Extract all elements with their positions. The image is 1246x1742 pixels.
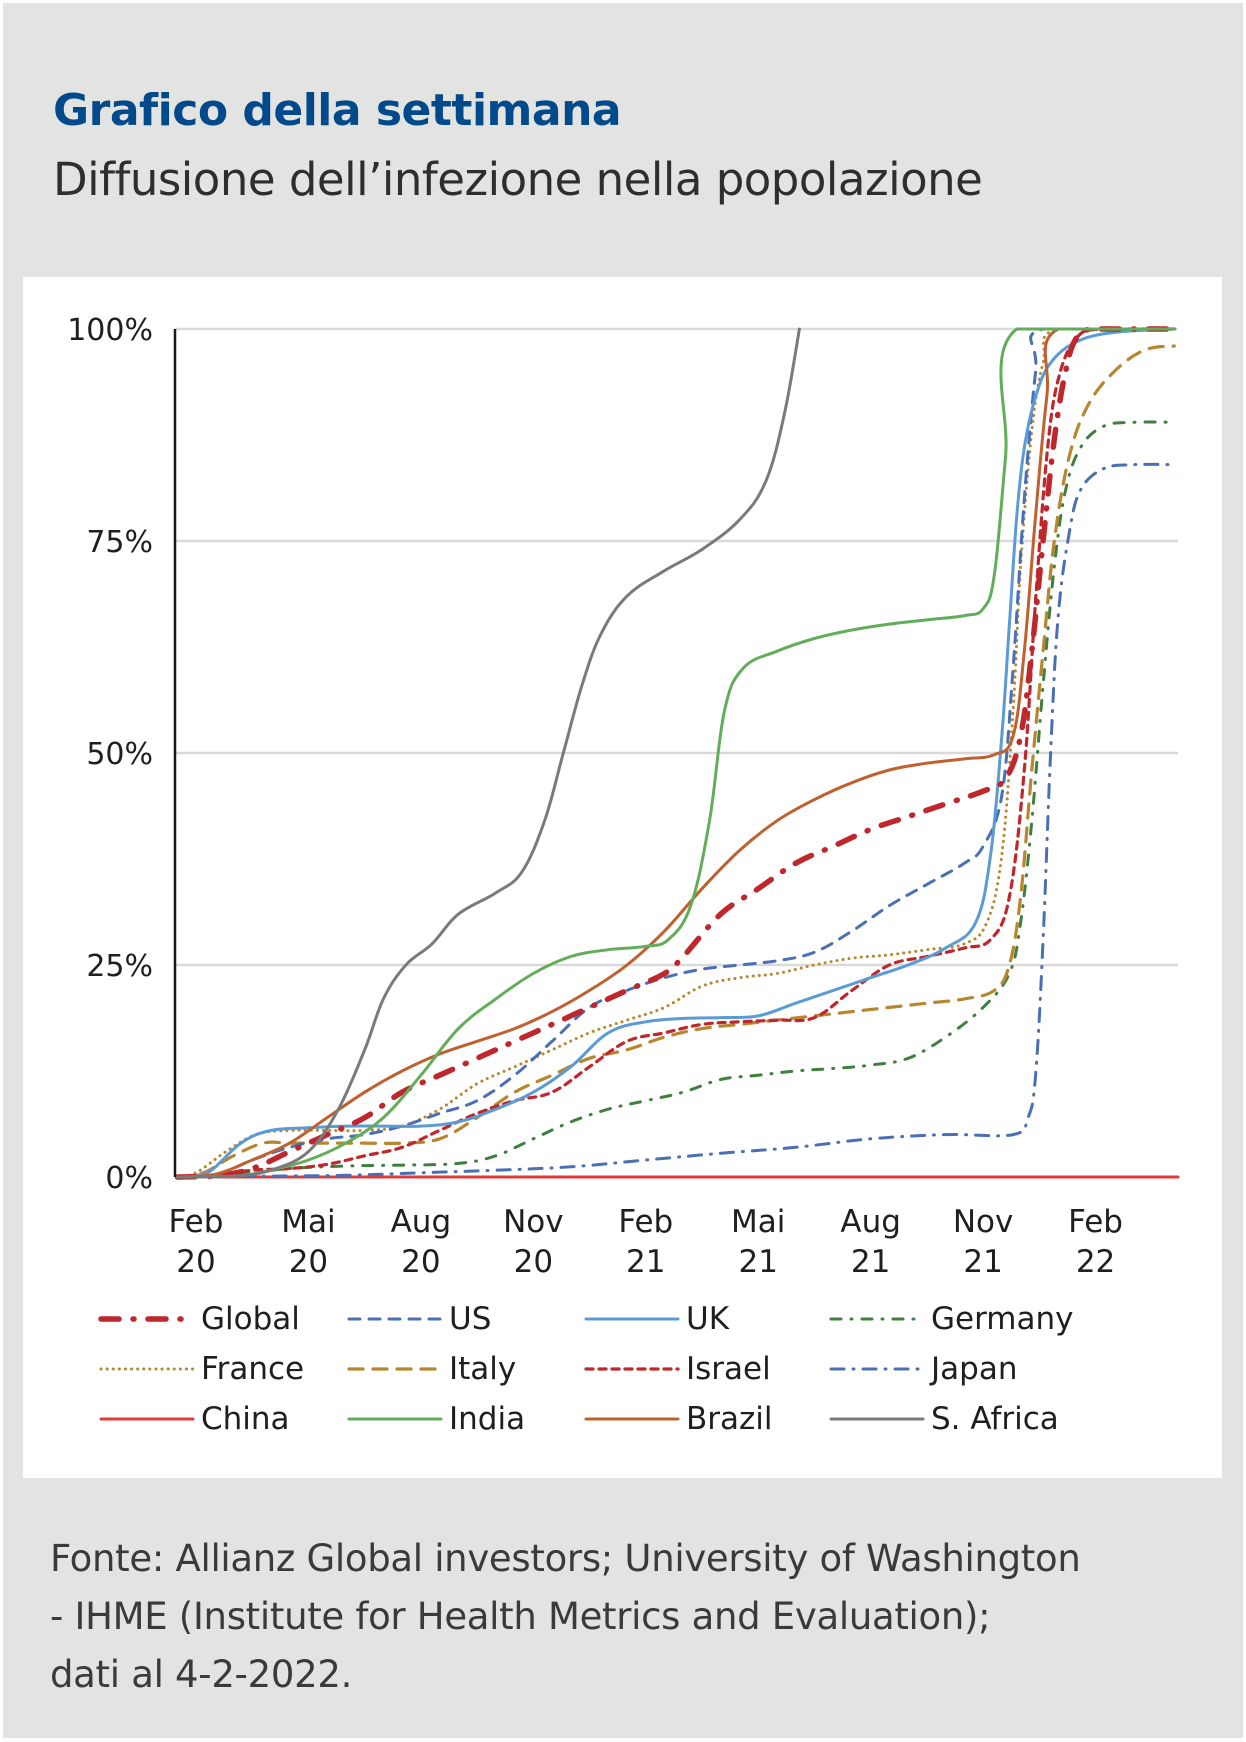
legend-item: China — [99, 1401, 290, 1437]
series-lines — [175, 326, 1180, 1180]
legend-label: S. Africa — [931, 1401, 1059, 1437]
series-line-india — [175, 327, 1176, 1179]
legend-item: Japan — [829, 1351, 1017, 1387]
legend-item: India — [347, 1401, 525, 1437]
series-line-uk — [175, 327, 1176, 1179]
x-tick-label: Feb 21 — [618, 1204, 673, 1280]
source-line: Fonte: Allianz Global investors; Univers… — [50, 1537, 1081, 1580]
series-line-italy — [175, 344, 1176, 1179]
source-line: - IHME (Institute for Health Metrics and… — [50, 1595, 991, 1638]
x-tick-label: Feb 20 — [169, 1204, 224, 1280]
legend-item: Germany — [829, 1301, 1073, 1337]
legend-label: Brazil — [686, 1401, 773, 1437]
legend-item: US — [347, 1301, 491, 1337]
x-tick-label: Aug 20 — [391, 1204, 452, 1280]
legend-label: Germany — [931, 1301, 1073, 1337]
legend-label: US — [449, 1301, 491, 1337]
gridlines — [175, 327, 1178, 967]
series-line-germany — [175, 420, 1176, 1179]
legend-label: Israel — [686, 1351, 771, 1387]
source-note: Fonte: Allianz Global investors; Univers… — [50, 1530, 1220, 1704]
legend-label: Global — [201, 1301, 300, 1337]
y-tick-label: 75% — [86, 525, 153, 560]
chart-subtitle: Diffusione dell’infezione nella popolazi… — [53, 153, 983, 206]
chart-panel: 0% 25% 50% 75% 100% Feb 20 Mai 20 Aug 20 Nov 20 Feb 2… — [23, 277, 1222, 1478]
legend: Global US UK Germany France Italy Israel Japan C… — [98, 1301, 1073, 1437]
x-tick-label: Aug 21 — [840, 1204, 901, 1280]
legend-label: India — [449, 1401, 525, 1437]
x-tick-label: Nov 21 — [953, 1204, 1014, 1280]
legend-item: Brazil — [584, 1401, 773, 1437]
legend-item: S. Africa — [829, 1401, 1059, 1437]
legend-item: UK — [584, 1301, 730, 1337]
legend-item: Italy — [347, 1351, 516, 1387]
y-axis-ticks: 0% 25% 50% 75% 100% — [67, 313, 153, 1196]
source-line: dati al 4-2-2022. — [50, 1653, 353, 1696]
series-line-global — [175, 326, 1178, 1180]
y-tick-label: 100% — [67, 313, 153, 348]
legend-label: China — [201, 1401, 290, 1437]
y-tick-label: 25% — [86, 949, 153, 984]
legend-item: Global — [98, 1301, 300, 1337]
legend-label: Japan — [929, 1351, 1017, 1387]
series-line-s-africa — [175, 327, 801, 1179]
x-tick-label: Mai 20 — [281, 1204, 335, 1280]
series-line-israel — [175, 327, 1176, 1179]
legend-item: France — [99, 1351, 304, 1387]
legend-item: Israel — [584, 1351, 771, 1387]
x-axis-ticks: Feb 20 Mai 20 Aug 20 Nov 20 Feb 21 Mai 21 Aug 21 Nov 21… — [169, 1204, 1123, 1280]
series-line-japan — [175, 462, 1176, 1179]
legend-label: France — [201, 1351, 304, 1387]
series-line-us — [175, 327, 1176, 1179]
y-tick-label: 50% — [86, 737, 153, 772]
legend-label: Italy — [449, 1351, 516, 1387]
series-line-brazil — [175, 327, 1176, 1179]
x-tick-label: Mai 21 — [731, 1204, 785, 1280]
legend-label: UK — [686, 1301, 730, 1337]
y-tick-label: 0% — [105, 1161, 153, 1196]
page-title: Grafico della settimana — [53, 85, 622, 136]
x-tick-label: Feb 22 — [1068, 1204, 1123, 1280]
x-tick-label: Nov 20 — [503, 1204, 564, 1280]
